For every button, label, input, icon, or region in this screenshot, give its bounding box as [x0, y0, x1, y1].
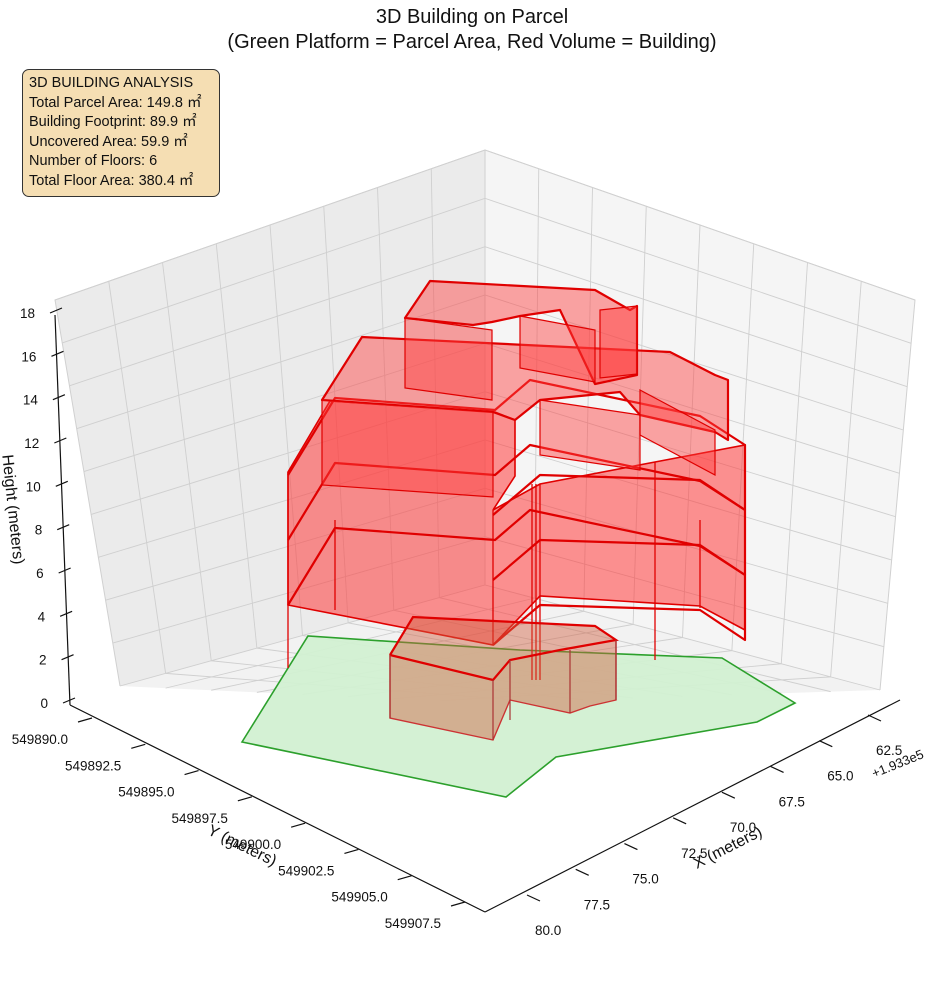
chart-title: 3D Building on Parcel	[375, 6, 569, 28]
z-tick-label: 16	[21, 349, 36, 364]
x-tick-label: 67.5	[779, 794, 805, 809]
z-tick	[51, 350, 64, 357]
z-tick-label: 12	[24, 436, 39, 451]
x-tick-label: 80.0	[535, 923, 561, 938]
x-tick-label: 75.0	[632, 872, 658, 887]
y-tick-label: 549905.0	[331, 890, 387, 905]
y-tick	[77, 717, 93, 723]
x-tick	[672, 817, 687, 825]
upper-tier-2-wall	[519, 315, 596, 383]
y-tick	[184, 769, 199, 776]
y-tick-label: 549907.5	[385, 916, 441, 931]
z-tick-label: 8	[35, 523, 43, 538]
y-tick	[397, 875, 412, 881]
z-axis-label: Height (meters)	[0, 454, 27, 565]
x-tick-label: 70.0	[730, 820, 756, 835]
x-tick-label: 72.5	[681, 846, 707, 861]
info-building-footprint: Building Footprint: 89.9 ㎡	[29, 114, 197, 131]
parcel-platform	[240, 635, 797, 798]
z-tick-label: 18	[20, 306, 35, 321]
y-tick-label: 549890.0	[12, 732, 68, 747]
info-uncovered-area: Uncovered Area: 59.9 ㎡	[29, 133, 188, 150]
upper-tier-1-wall	[639, 389, 716, 476]
upper-tier-1-wall	[539, 399, 641, 471]
upper-tier-2	[403, 279, 639, 386]
chart-subtitle: (Green Platform = Parcel Area, Red Volum…	[227, 31, 717, 53]
z-tick-label: 10	[26, 479, 41, 494]
y-tick	[237, 796, 253, 802]
z-tick	[61, 654, 74, 661]
z-axis-line	[54, 314, 71, 706]
z-tick-label: 4	[38, 609, 46, 624]
floor-outline-3	[287, 378, 747, 516]
y-tick-label: 549900.0	[225, 837, 281, 852]
x-axis-line	[484, 699, 901, 913]
info-total-floor-area: Total Floor Area: 380.4 ㎡	[29, 172, 194, 189]
z-tick	[49, 307, 63, 314]
z-tick-label: 2	[39, 653, 47, 668]
x-tick	[624, 843, 638, 851]
x-tick-label: 77.5	[584, 897, 610, 912]
x-tick-label: 65.0	[827, 769, 853, 784]
info-parcel-area: Total Parcel Area: 149.8 ㎡	[29, 94, 202, 111]
upper-tier-1-wall	[321, 399, 494, 498]
grid-line	[830, 281, 862, 677]
grid-line	[215, 243, 258, 649]
y-tick	[131, 743, 146, 749]
y-tick	[450, 901, 466, 907]
y-tick	[344, 848, 359, 855]
x-tick	[819, 740, 833, 748]
y-tick-label: 549895.0	[118, 785, 174, 800]
x-tick	[867, 714, 882, 722]
z-tick	[62, 697, 76, 704]
ground-annex-outline	[389, 615, 619, 682]
info-heading: 3D BUILDING ANALYSIS	[29, 75, 194, 91]
analysis-info-box: 3D BUILDING ANALYSIS Total Parcel Area: …	[22, 69, 220, 197]
x-tick-label: 62.5	[876, 743, 902, 758]
upper-tier-2-wall	[404, 317, 493, 401]
grid-line	[162, 262, 212, 661]
info-floor-count: Number of Floors: 6	[29, 153, 158, 170]
x-tick	[721, 791, 736, 799]
y-tick	[290, 822, 306, 828]
y-tick-label: 549897.5	[172, 811, 228, 826]
y-axis-line	[69, 704, 486, 913]
x-tick	[526, 894, 541, 902]
upper-tier-2-wall	[599, 305, 638, 379]
z-tick-label: 0	[40, 696, 48, 711]
z-tick	[52, 394, 66, 401]
z-tick-label: 6	[36, 566, 44, 581]
y-tick-label: 549892.5	[65, 758, 121, 773]
grid-line	[780, 262, 808, 664]
y-tick-label: 549902.5	[278, 863, 334, 878]
x-tick	[770, 765, 784, 773]
z-tick-label: 14	[23, 393, 39, 408]
grid-line	[108, 281, 167, 674]
x-tick	[575, 868, 589, 876]
